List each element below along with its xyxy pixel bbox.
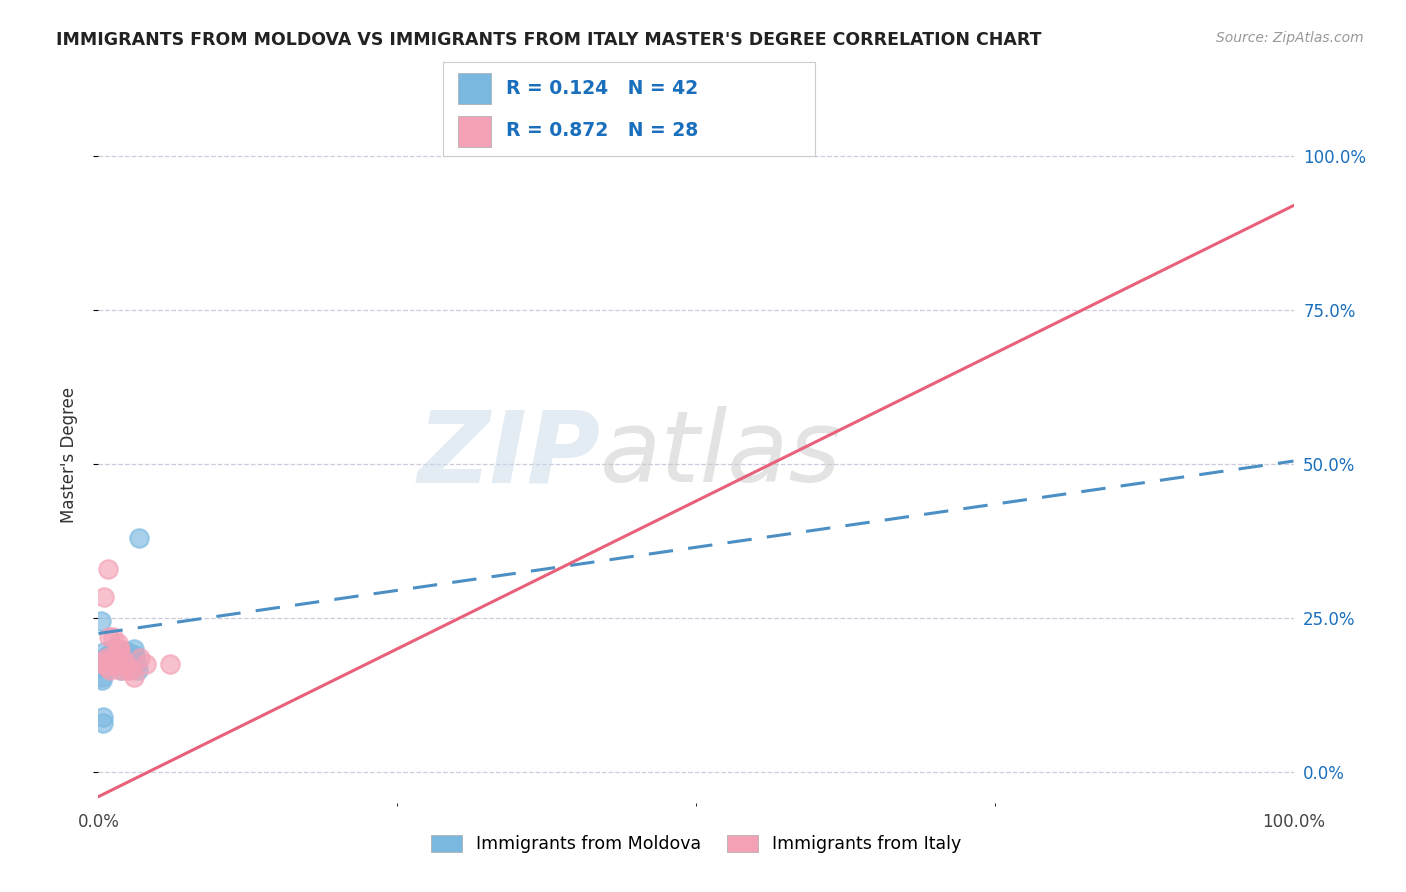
Point [101,630,124,644]
Point [118,651,141,665]
Point [129,651,152,665]
Point [98,651,121,665]
Point [110,664,132,678]
Point [115,657,138,672]
Point [94,651,117,665]
Point [108,654,131,668]
Point [112,645,135,659]
Point [103,648,125,662]
Point [96,651,118,665]
Point [125,657,148,672]
Point [127,664,149,678]
Point [107,651,129,665]
Legend: Immigrants from Moldova, Immigrants from Italy: Immigrants from Moldova, Immigrants from… [423,828,969,860]
Point [101,641,124,656]
Point [97,657,120,672]
Point [98,664,122,678]
Point [120,651,142,665]
Point [97,648,120,662]
Y-axis label: Master's Degree: Master's Degree [59,387,77,523]
Point [98,651,121,665]
Point [96,660,118,674]
Point [98,630,121,644]
FancyBboxPatch shape [458,116,491,147]
Point [101,657,124,672]
Point [121,651,143,665]
Point [114,660,136,674]
Point [107,654,129,668]
Point [93,654,115,668]
Text: ZIP: ZIP [418,407,600,503]
Point [94,657,117,672]
Point [117,645,139,659]
Point [97,562,120,576]
Point [105,651,128,665]
Point [93,651,115,665]
Point [107,636,129,650]
Point [98,660,122,674]
Point [103,651,125,665]
Point [122,660,145,674]
Point [91,709,114,723]
Point [104,648,127,662]
Point [159,657,181,672]
Point [111,651,134,665]
Point [91,673,114,687]
Text: Source: ZipAtlas.com: Source: ZipAtlas.com [1216,31,1364,45]
Point [90,660,112,674]
Point [91,657,114,672]
Point [135,657,157,672]
Point [98,657,122,672]
Point [121,664,143,678]
Point [111,651,134,665]
Point [100,657,122,672]
Point [90,614,112,628]
Point [100,657,122,672]
Point [128,531,150,545]
Point [124,669,146,683]
Point [124,648,146,662]
Text: IMMIGRANTS FROM MOLDOVA VS IMMIGRANTS FROM ITALY MASTER'S DEGREE CORRELATION CHA: IMMIGRANTS FROM MOLDOVA VS IMMIGRANTS FR… [56,31,1042,49]
Point [93,590,115,604]
FancyBboxPatch shape [458,73,491,103]
Text: R = 0.872   N = 28: R = 0.872 N = 28 [506,120,699,140]
Point [91,669,114,683]
Point [112,657,135,672]
Text: R = 0.124   N = 42: R = 0.124 N = 42 [506,78,699,98]
Point [115,657,138,672]
Point [108,641,131,656]
Point [117,664,139,678]
Point [110,664,132,678]
Point [107,641,129,656]
Point [94,654,117,668]
Point [115,651,138,665]
Point [104,657,127,672]
Point [124,641,146,656]
Point [91,715,114,730]
Text: atlas: atlas [600,407,842,503]
Point [93,645,115,659]
Point [96,654,118,668]
Point [105,645,128,659]
Point [97,651,120,665]
